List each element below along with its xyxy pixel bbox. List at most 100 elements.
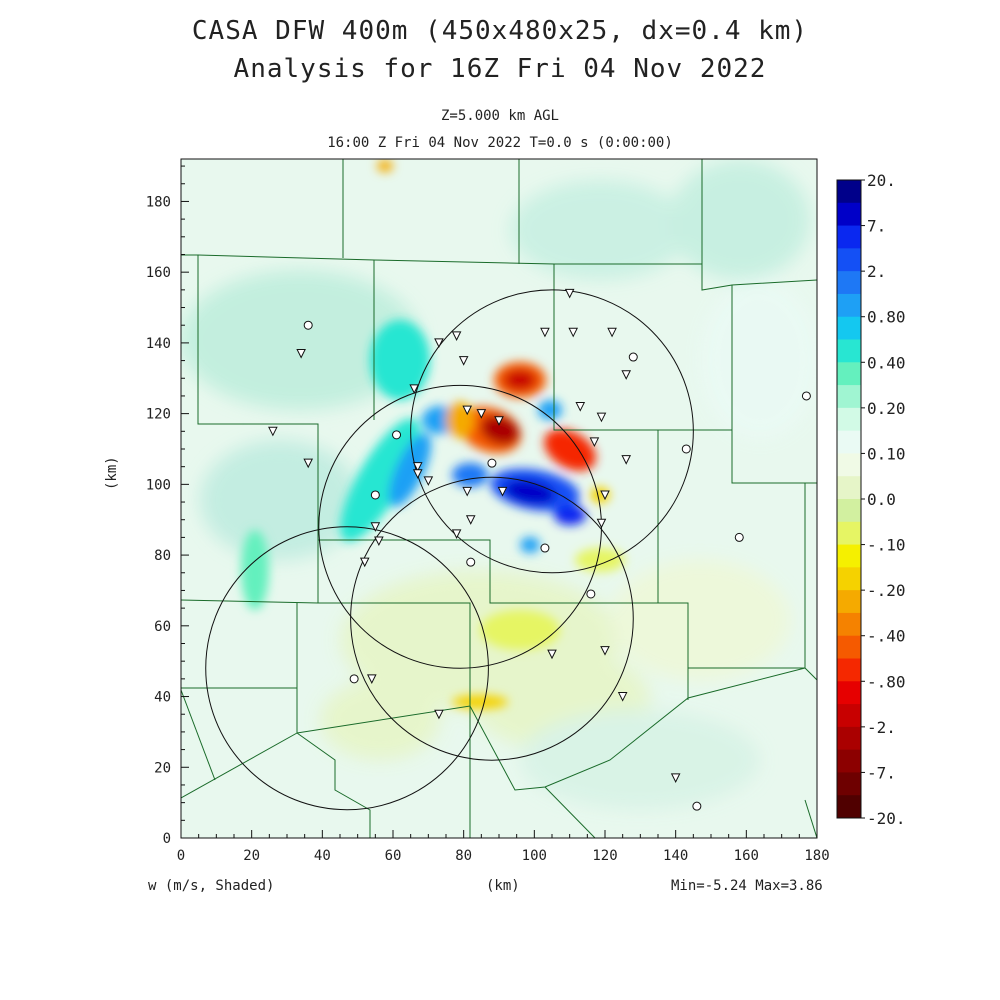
x-tick-label: 160 bbox=[734, 848, 759, 864]
radar-site-triangle-marker bbox=[366, 674, 377, 684]
radar-site-triangle-marker bbox=[607, 327, 617, 338]
colorbar-swatch bbox=[837, 590, 861, 614]
colorbar-label: 0.10 bbox=[867, 444, 906, 463]
radar-site-triangle-marker bbox=[423, 476, 434, 486]
y-tick-label: 160 bbox=[146, 265, 171, 281]
colorbar-swatch bbox=[837, 772, 861, 796]
x-tick-label: 120 bbox=[592, 848, 617, 864]
colorbar-swatch bbox=[837, 248, 861, 272]
radar-site-triangle-marker bbox=[547, 649, 557, 660]
y-tick-label: 40 bbox=[154, 690, 171, 706]
radar-site-triangle-marker bbox=[600, 490, 610, 501]
colorbar: 20. 7. 2. 0.80 0.40 0.20 0.10 0.0 -.10 -.20 -.40 -.… bbox=[836, 171, 906, 828]
colorbar-swatch bbox=[837, 476, 861, 500]
radar-1-range-ring bbox=[410, 289, 694, 574]
station-circle-marker bbox=[628, 352, 638, 362]
colorbar-swatch bbox=[837, 293, 861, 318]
radar-site-triangle-marker bbox=[370, 522, 381, 532]
y-tick-label: 120 bbox=[146, 407, 171, 423]
x-tick-label: 40 bbox=[314, 848, 331, 864]
colorbar-swatch bbox=[837, 658, 861, 682]
colorbar-swatch bbox=[837, 407, 861, 432]
x-tick-label: 180 bbox=[804, 848, 829, 864]
radar-site-triangle-marker bbox=[462, 405, 473, 416]
colorbar-label: 0.40 bbox=[867, 353, 906, 372]
colorbar-label: -20. bbox=[867, 809, 906, 828]
radar-3-range-ring bbox=[350, 476, 634, 761]
station-circle-marker bbox=[734, 532, 744, 542]
colorbar-swatch bbox=[837, 453, 861, 477]
station-circle-marker bbox=[586, 589, 596, 599]
radar-site-triangle-marker bbox=[412, 462, 423, 472]
x-tick-label: 140 bbox=[663, 848, 688, 864]
station-markers bbox=[268, 288, 811, 811]
colorbar-label: -2. bbox=[867, 718, 896, 737]
radar-site-triangle-marker bbox=[359, 557, 370, 568]
county-boundaries bbox=[181, 159, 817, 838]
y-tick-label: 80 bbox=[154, 548, 171, 564]
x-tick-label: 60 bbox=[385, 848, 402, 864]
x-tick-label: 0 bbox=[177, 848, 185, 864]
radar-site-triangle-marker bbox=[434, 709, 444, 720]
radar-site-triangle-marker bbox=[589, 437, 600, 448]
y-tick-label: 0 bbox=[163, 831, 171, 847]
radar-site-triangle-marker bbox=[497, 486, 508, 497]
station-circle-marker bbox=[692, 801, 702, 811]
radar-site-triangle-marker bbox=[494, 416, 504, 426]
radar-site-triangle-marker bbox=[596, 518, 607, 529]
station-circle-marker bbox=[303, 320, 313, 330]
colorbar-label: 7. bbox=[867, 217, 886, 236]
station-circle-marker bbox=[466, 557, 476, 567]
radar-site-triangle-marker bbox=[268, 426, 278, 437]
variable-label: w (m/s, Shaded) bbox=[148, 878, 275, 894]
colorbar-swatch bbox=[837, 225, 861, 249]
radar-site-triangle-marker bbox=[596, 412, 607, 423]
radar-site-triangle-marker bbox=[451, 331, 462, 341]
colorbar-swatch bbox=[837, 339, 861, 363]
radar-site-triangle-marker bbox=[617, 692, 628, 702]
y-tick-label: 140 bbox=[146, 336, 171, 352]
shaded-field bbox=[181, 159, 817, 838]
colorbar-swatch bbox=[837, 704, 861, 728]
station-circle-marker bbox=[349, 674, 359, 684]
colorbar-label: -7. bbox=[867, 763, 896, 782]
colorbar-swatch bbox=[837, 362, 861, 386]
y-tick-label: 180 bbox=[146, 194, 171, 210]
colorbar-swatch bbox=[837, 612, 861, 637]
level-label: Z=5.000 km AGL bbox=[440, 108, 559, 124]
colorbar-label: 0.20 bbox=[867, 399, 906, 418]
radar-site-triangle-marker bbox=[458, 356, 469, 366]
colorbar-swatch bbox=[837, 544, 861, 568]
colorbar-label: -.10 bbox=[867, 536, 906, 555]
colorbar-label: -.80 bbox=[867, 672, 906, 691]
radar-site-triangle-marker bbox=[462, 486, 473, 497]
colorbar-swatch bbox=[837, 180, 861, 204]
station-circle-marker bbox=[487, 458, 497, 468]
colorbar-swatch bbox=[837, 430, 861, 454]
colorbar-label: 0.80 bbox=[867, 308, 906, 327]
colorbar-label: -.20 bbox=[867, 581, 906, 600]
radar-site-triangle-marker bbox=[575, 402, 586, 412]
radar-site-triangle-marker bbox=[476, 409, 487, 419]
y-tick-label: 100 bbox=[146, 477, 171, 493]
radar-site-triangle-marker bbox=[621, 370, 632, 380]
colorbar-label: -.40 bbox=[867, 627, 906, 646]
radar-site-triangle-marker bbox=[303, 458, 314, 469]
x-axis-label: (km) bbox=[486, 878, 520, 894]
colorbar-swatch bbox=[837, 385, 861, 409]
station-circle-marker bbox=[681, 444, 691, 454]
map-title-line1: CASA DFW 400m (450x480x25, dx=0.4 km) bbox=[191, 16, 809, 46]
colorbar-swatch bbox=[837, 795, 861, 819]
radar-site-triangle-marker bbox=[296, 349, 306, 359]
radar-site-triangle-marker bbox=[621, 455, 632, 465]
radar-4-range-ring bbox=[205, 526, 489, 811]
radar-site-triangle-marker bbox=[374, 536, 384, 547]
colorbar-label: 2. bbox=[867, 262, 886, 281]
radar-site-triangle-marker bbox=[409, 384, 420, 394]
x-tick-label: 20 bbox=[243, 848, 260, 864]
y-tick-label: 60 bbox=[154, 619, 171, 635]
colorbar-swatch bbox=[837, 499, 861, 523]
colorbar-swatch bbox=[837, 726, 861, 751]
colorbar-swatch bbox=[837, 316, 861, 340]
